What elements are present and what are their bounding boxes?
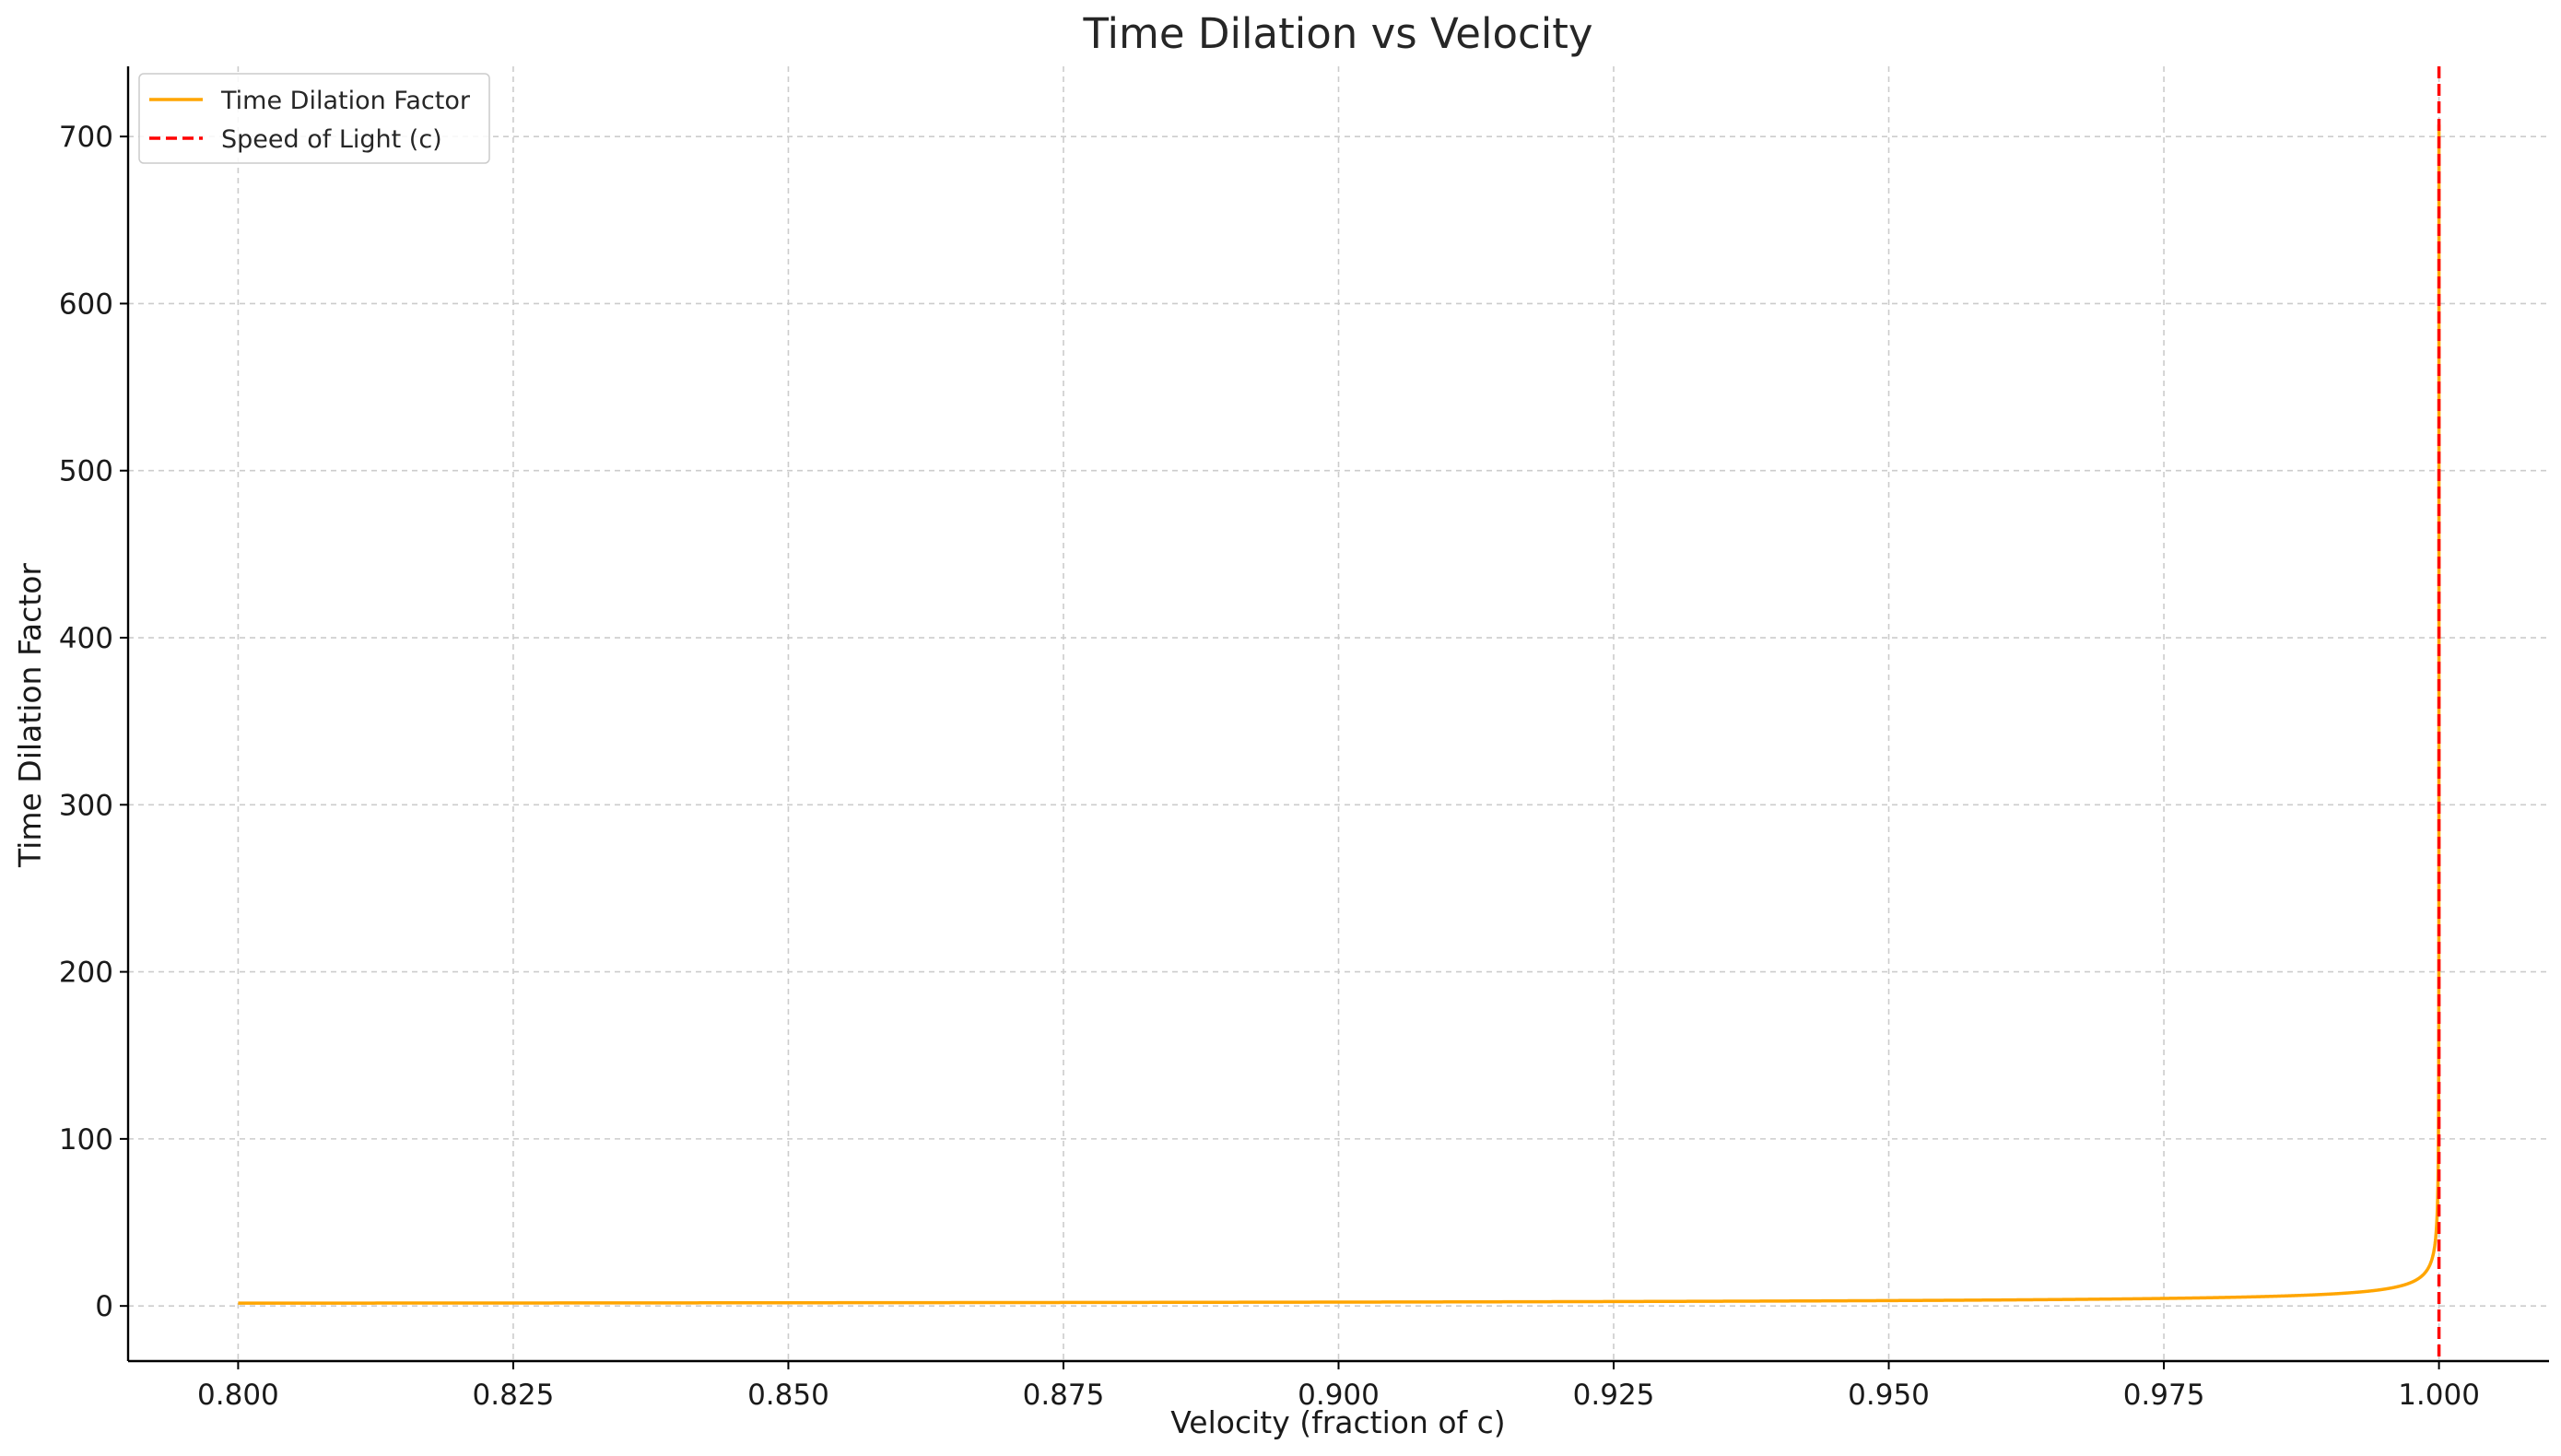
x-tick-label: 0.950 — [1848, 1379, 1930, 1412]
legend-box — [138, 73, 490, 164]
x-tick-label: 0.925 — [1573, 1379, 1655, 1412]
legend-label-speed-of-light: Speed of Light (c) — [221, 125, 442, 154]
y-tick-label: 500 — [59, 455, 113, 488]
x-tick-label: 0.850 — [747, 1379, 829, 1412]
y-tick-label: 400 — [59, 622, 113, 655]
x-tick-label: 0.900 — [1298, 1379, 1380, 1412]
y-tick-label: 200 — [59, 957, 113, 990]
x-axis-title: Velocity (fraction of c) — [1170, 1404, 1505, 1440]
x-tick-label: 0.875 — [1023, 1379, 1105, 1412]
y-tick-label: 600 — [59, 288, 113, 321]
y-tick-label: 100 — [59, 1123, 113, 1157]
legend: Time Dilation Factor Speed of Light (c) — [138, 73, 490, 164]
chart-title: Time Dilation vs Velocity — [1082, 9, 1592, 58]
legend-label-time-dilation: Time Dilation Factor — [220, 87, 471, 115]
y-axis-title: Time Dilation Factor — [12, 563, 48, 868]
y-axis-ticks: 0 100 200 300 400 500 600 700 — [59, 121, 128, 1323]
x-axis-ticks: 0.800 0.825 0.850 0.875 0.900 0.925 0.950 0.975… — [197, 1361, 2480, 1412]
x-tick-label: 0.975 — [2123, 1379, 2205, 1412]
x-tick-label: 0.800 — [197, 1379, 279, 1412]
y-tick-label: 300 — [59, 789, 113, 822]
series-layer — [238, 66, 2441, 1361]
x-tick-label: 1.000 — [2398, 1379, 2480, 1412]
y-tick-label: 700 — [59, 121, 113, 154]
time-dilation-line — [238, 123, 2441, 1305]
grid — [128, 66, 2549, 1361]
y-tick-label: 0 — [95, 1290, 113, 1323]
x-tick-label: 0.825 — [473, 1379, 555, 1412]
